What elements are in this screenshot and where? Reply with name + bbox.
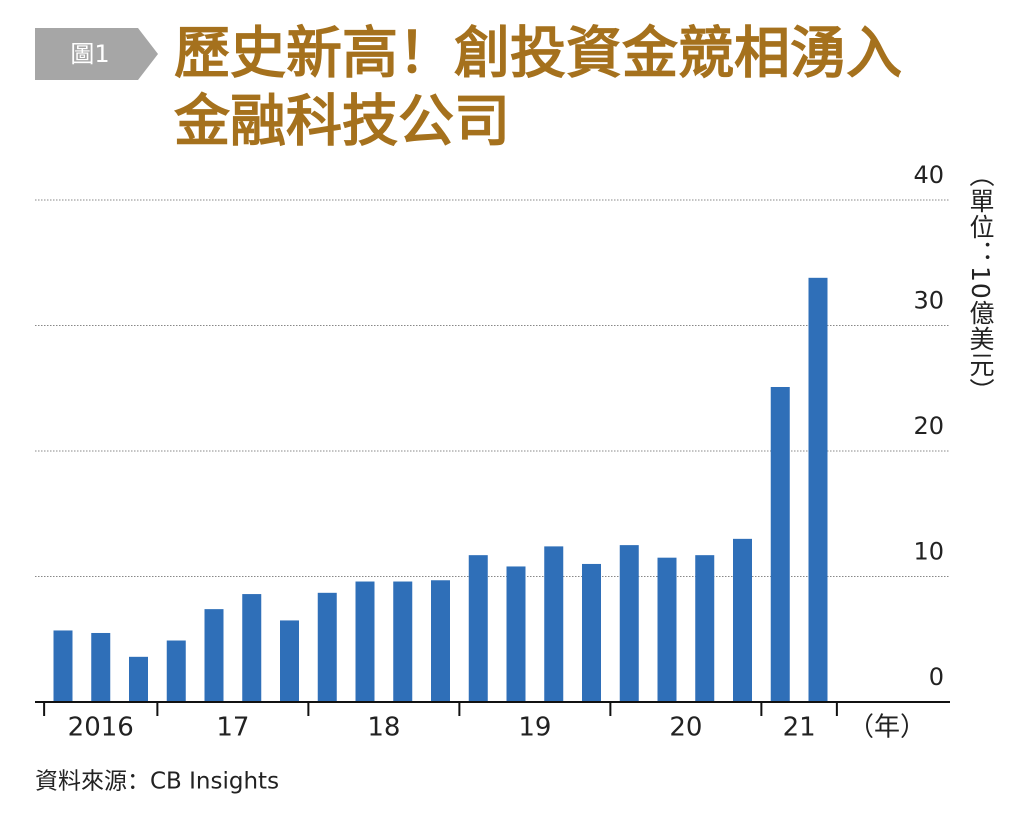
- x-tick-label: 21: [783, 713, 816, 743]
- bar: [506, 566, 526, 702]
- x-tick-label: 20: [669, 713, 702, 743]
- bar: [317, 592, 337, 702]
- bar: [53, 630, 73, 702]
- bar: [393, 581, 413, 702]
- bar: [619, 545, 639, 702]
- badge: 圖1: [70, 40, 109, 68]
- bar: [582, 563, 601, 702]
- bar: [355, 581, 375, 702]
- y-axis-label: （單位：10億美元）: [966, 162, 995, 404]
- y-tick-label: 0: [929, 663, 944, 691]
- x-tick-label: 17: [216, 713, 249, 743]
- x-tick-label: 18: [367, 713, 400, 743]
- bar: [242, 594, 262, 702]
- y-tick-label: 40: [913, 161, 944, 189]
- y-tick-label: 20: [913, 412, 944, 440]
- bar: [695, 555, 715, 702]
- bar: [431, 580, 450, 702]
- bar: [204, 609, 224, 702]
- bar: [166, 640, 186, 702]
- badge-shape: [35, 28, 158, 80]
- bar: [544, 546, 564, 702]
- x-tick-label: 19: [518, 713, 551, 743]
- bar: [657, 557, 677, 702]
- chart-title: 歷史新高！創投資金競相湧入: [174, 21, 902, 87]
- bar: [91, 632, 111, 702]
- bar: [808, 277, 828, 702]
- bar: [770, 386, 790, 702]
- y-tick-label: 30: [913, 287, 944, 315]
- y-tick-label: 10: [913, 538, 944, 566]
- bar: [129, 656, 148, 702]
- source: 資料來源：CB Insights: [35, 769, 279, 795]
- x-axis-label: （年）: [848, 713, 926, 743]
- bar: [733, 538, 752, 702]
- bar: [468, 555, 488, 702]
- x-tick-label: 2016: [68, 713, 134, 743]
- chart-subtitle: 金融科技公司: [173, 89, 510, 155]
- bar: [280, 620, 299, 702]
